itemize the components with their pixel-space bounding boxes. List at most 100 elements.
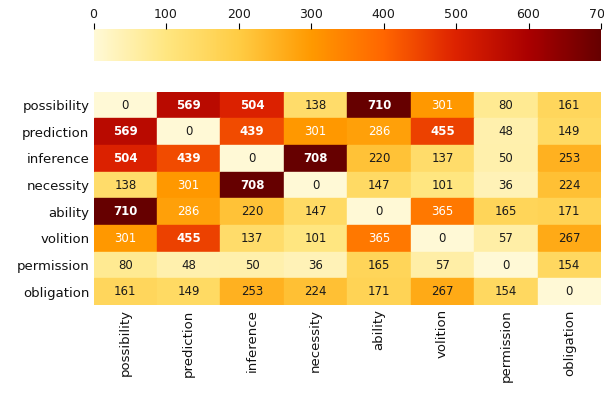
Text: 57: 57: [498, 232, 513, 245]
Bar: [94, 252, 157, 278]
Text: 220: 220: [241, 205, 263, 218]
Bar: [538, 118, 601, 145]
Text: 286: 286: [178, 205, 200, 218]
Bar: [220, 145, 284, 172]
Text: 455: 455: [176, 232, 201, 245]
Text: 48: 48: [498, 125, 513, 138]
Text: 137: 137: [431, 152, 454, 165]
Text: 708: 708: [303, 152, 328, 165]
Bar: [538, 172, 601, 199]
Bar: [347, 118, 411, 145]
Text: 0: 0: [375, 205, 383, 218]
Text: 569: 569: [176, 99, 201, 112]
Bar: [220, 225, 284, 252]
Text: 154: 154: [495, 285, 517, 298]
Text: 36: 36: [308, 259, 323, 272]
Text: 147: 147: [304, 205, 327, 218]
Text: 301: 301: [114, 232, 137, 245]
Text: 149: 149: [178, 285, 200, 298]
Bar: [474, 278, 538, 305]
Bar: [284, 278, 347, 305]
Bar: [157, 145, 220, 172]
Bar: [94, 145, 157, 172]
Bar: [538, 145, 601, 172]
Bar: [220, 92, 284, 118]
Bar: [157, 199, 220, 225]
Bar: [157, 92, 220, 118]
Text: 286: 286: [368, 125, 390, 138]
Text: 138: 138: [114, 178, 137, 191]
Text: 154: 154: [558, 259, 580, 272]
Text: 57: 57: [435, 259, 450, 272]
Text: 147: 147: [368, 178, 390, 191]
Bar: [411, 118, 474, 145]
Text: 708: 708: [240, 178, 265, 191]
Bar: [411, 225, 474, 252]
Bar: [538, 252, 601, 278]
Bar: [284, 172, 347, 199]
Text: 455: 455: [430, 125, 455, 138]
Bar: [284, 92, 347, 118]
Bar: [157, 278, 220, 305]
Bar: [94, 172, 157, 199]
Bar: [411, 199, 474, 225]
Text: 171: 171: [368, 285, 390, 298]
Text: 301: 301: [178, 178, 200, 191]
Text: 253: 253: [558, 152, 580, 165]
Bar: [411, 252, 474, 278]
Text: 224: 224: [558, 178, 580, 191]
Bar: [347, 172, 411, 199]
Text: 569: 569: [113, 125, 138, 138]
Bar: [157, 252, 220, 278]
Text: 0: 0: [439, 232, 446, 245]
Bar: [220, 252, 284, 278]
Bar: [411, 278, 474, 305]
Bar: [157, 225, 220, 252]
Bar: [411, 145, 474, 172]
Bar: [474, 225, 538, 252]
Text: 301: 301: [431, 99, 454, 112]
Text: 80: 80: [498, 99, 513, 112]
Bar: [94, 92, 157, 118]
Bar: [474, 92, 538, 118]
Text: 504: 504: [113, 152, 138, 165]
Bar: [474, 172, 538, 199]
Text: 161: 161: [558, 99, 580, 112]
Bar: [538, 199, 601, 225]
Text: 301: 301: [304, 125, 327, 138]
Bar: [347, 92, 411, 118]
Text: 0: 0: [121, 99, 129, 112]
Bar: [157, 118, 220, 145]
Text: 710: 710: [367, 99, 391, 112]
Bar: [157, 172, 220, 199]
Bar: [347, 199, 411, 225]
Bar: [474, 118, 538, 145]
Text: 0: 0: [185, 125, 193, 138]
Text: 165: 165: [368, 259, 390, 272]
Bar: [474, 252, 538, 278]
Text: 710: 710: [113, 205, 138, 218]
Text: 101: 101: [431, 178, 454, 191]
Bar: [284, 199, 347, 225]
Bar: [538, 225, 601, 252]
Bar: [474, 199, 538, 225]
Text: 48: 48: [181, 259, 196, 272]
Bar: [284, 145, 347, 172]
Bar: [94, 278, 157, 305]
Text: 161: 161: [114, 285, 137, 298]
Bar: [284, 252, 347, 278]
Text: 0: 0: [502, 259, 510, 272]
Bar: [220, 118, 284, 145]
Bar: [538, 278, 601, 305]
Text: 165: 165: [495, 205, 517, 218]
Bar: [284, 118, 347, 145]
Text: 138: 138: [304, 99, 327, 112]
Bar: [94, 118, 157, 145]
Bar: [474, 145, 538, 172]
Bar: [220, 278, 284, 305]
Bar: [347, 278, 411, 305]
Bar: [347, 252, 411, 278]
Text: 36: 36: [498, 178, 513, 191]
Text: 0: 0: [565, 285, 573, 298]
Text: 149: 149: [558, 125, 580, 138]
